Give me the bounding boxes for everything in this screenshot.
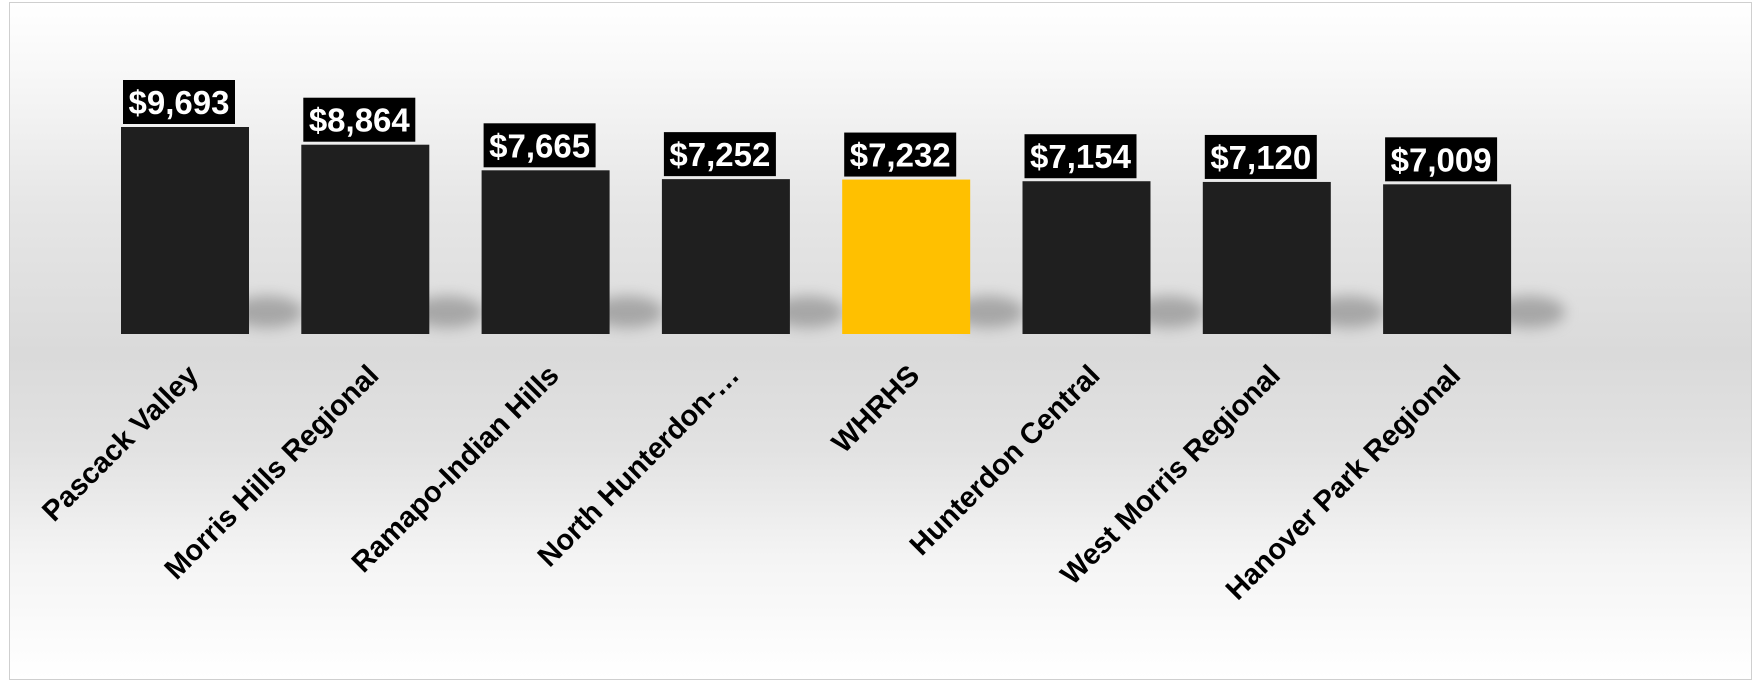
bar-morris-hills-regional [301,144,430,334]
chart-frame: $9,693 $8,864 $7,665 $7,252 $7,232 $7,154 $7,1… [9,2,1752,680]
data-label-box [483,123,596,168]
data-label-text: $7,154 [1030,138,1132,175]
data-label-text: $9,693 [129,84,230,121]
data-label-text: $8,864 [309,102,411,139]
data-label-text: $7,120 [1210,139,1311,176]
data-label-pascack-valley: $9,693 [123,80,235,124]
data-label-text: $7,009 [1391,141,1492,178]
data-label-box [844,132,957,177]
data-label-box [663,132,776,177]
bars [121,127,1512,334]
data-label-box [1024,134,1137,179]
data-label-north-hunterdon: $7,252 [663,132,776,177]
bar-whrhs [842,179,971,334]
data-label-box [123,80,235,124]
bar-hanover-park-regional [1383,184,1512,334]
data-label-morris-hills-regional: $8,864 [303,97,416,142]
data-label-text: $7,232 [850,137,951,174]
data-label-text: $7,665 [489,127,590,164]
bar-chart: $9,693 $8,864 $7,665 $7,252 $7,232 $7,154 $7,1… [36,80,1566,606]
bar-hunterdon-central [1022,181,1151,334]
category-label-north-hunterdon: North Hunterdon-… [532,359,746,573]
data-label-ramapo-indian-hills: $7,665 [483,123,596,168]
data-label-box [1204,134,1317,179]
bar-north-hunterdon [661,179,790,334]
data-labels: $9,693 $8,864 $7,665 $7,252 $7,232 $7,154 $7,1… [123,80,1498,182]
category-label-whrhs: WHRHS [826,359,926,459]
data-label-whrhs: $7,232 [844,132,957,177]
data-label-text: $7,252 [669,136,770,173]
data-label-box [1385,137,1498,182]
category-label-ramapo-indian-hills: Ramapo-Indian Hills [346,359,566,579]
data-label-west-morris-regional: $7,120 [1204,134,1317,179]
data-label-hanover-park-regional: $7,009 [1385,137,1498,182]
bar-pascack-valley [121,127,249,334]
bar-ramapo-indian-hills [481,170,610,334]
data-label-box [303,97,416,142]
bar-west-morris-regional [1202,181,1331,334]
category-label-pascack-valley: Pascack Valley [36,359,205,528]
category-label-hunterdon-central: Hunterdon Central [904,359,1107,562]
data-label-hunterdon-central: $7,154 [1024,134,1137,179]
